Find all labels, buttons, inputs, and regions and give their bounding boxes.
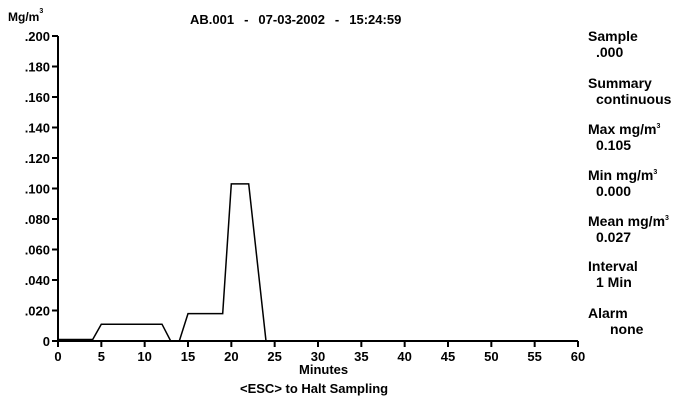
y-tick-label: .020 <box>25 304 50 319</box>
x-tick-label: 40 <box>397 349 411 364</box>
x-tick-label: 10 <box>137 349 151 364</box>
min-value: 0.000 <box>596 183 632 199</box>
x-tick-label: 5 <box>98 349 105 364</box>
mean-value: 0.027 <box>596 229 632 245</box>
max-value: 0.105 <box>596 137 632 153</box>
summary-label: Summary <box>588 75 652 91</box>
interval-panel: Interval 1 Min <box>588 258 638 290</box>
interval-value: 1 Min <box>596 274 632 290</box>
y-tick-label: .200 <box>25 29 50 44</box>
summary-panel: Summary continuous <box>588 75 671 107</box>
x-tick-label: 30 <box>311 349 325 364</box>
alarm-value: none <box>610 321 644 337</box>
summary-value: continuous <box>596 91 672 107</box>
alarm-label: Alarm <box>588 305 628 321</box>
min-panel: Min mg/m3 0.000 <box>588 167 657 199</box>
interval-label: Interval <box>588 258 638 274</box>
sample-time: 15:24:59 <box>349 12 402 27</box>
page-title: AB.001-07-03-2002-15:24:59 <box>190 12 402 27</box>
sample-panel: Sample .000 <box>588 28 638 60</box>
mean-panel: Mean mg/m3 0.027 <box>588 213 669 245</box>
y-axis-unit-label: Mg/m3 <box>8 8 44 24</box>
halt-sampling-hint: <ESC> to Halt Sampling <box>240 381 389 396</box>
sample-label: Sample <box>588 28 638 44</box>
x-tick-label: 15 <box>181 349 195 364</box>
alarm-panel: Alarm none <box>588 305 643 337</box>
x-tick-label: 25 <box>267 349 281 364</box>
x-tick-label: 35 <box>354 349 368 364</box>
mean-label: Mean mg/m3 <box>588 213 669 229</box>
x-tick-label: 60 <box>571 349 585 364</box>
x-tick-label: 45 <box>441 349 455 364</box>
x-tick-label: 55 <box>527 349 541 364</box>
y-tick-label: .180 <box>25 60 50 75</box>
y-tick-label: .120 <box>25 151 50 166</box>
concentration-line <box>58 183 267 342</box>
max-panel: Max mg/m3 0.105 <box>588 121 660 153</box>
y-tick-label: .080 <box>25 212 50 227</box>
sample-value: .000 <box>596 44 624 60</box>
x-axis-title: Minutes <box>299 362 349 377</box>
max-label: Max mg/m3 <box>588 121 661 137</box>
x-tick-label: 50 <box>484 349 498 364</box>
sample-date: 07-03-2002 <box>258 12 325 27</box>
y-tick-label: .040 <box>25 273 50 288</box>
x-tick-label: 0 <box>54 349 61 364</box>
x-axis: 0 5 10 15 20 25 30 35 40 45 50 55 60 <box>54 341 585 364</box>
y-tick-label: .060 <box>25 243 50 258</box>
y-tick-label: .160 <box>25 90 50 105</box>
y-axis: 0 .020 .040 .060 .080 .100 .120 .140 .160 .180 .20… <box>25 29 58 349</box>
sample-id: AB.001 <box>190 12 235 27</box>
y-tick-label: .140 <box>25 121 50 136</box>
x-tick-label: 20 <box>224 349 238 364</box>
min-label: Min mg/m3 <box>588 167 658 183</box>
y-tick-label: 0 <box>43 334 50 349</box>
y-tick-label: .100 <box>25 182 50 197</box>
